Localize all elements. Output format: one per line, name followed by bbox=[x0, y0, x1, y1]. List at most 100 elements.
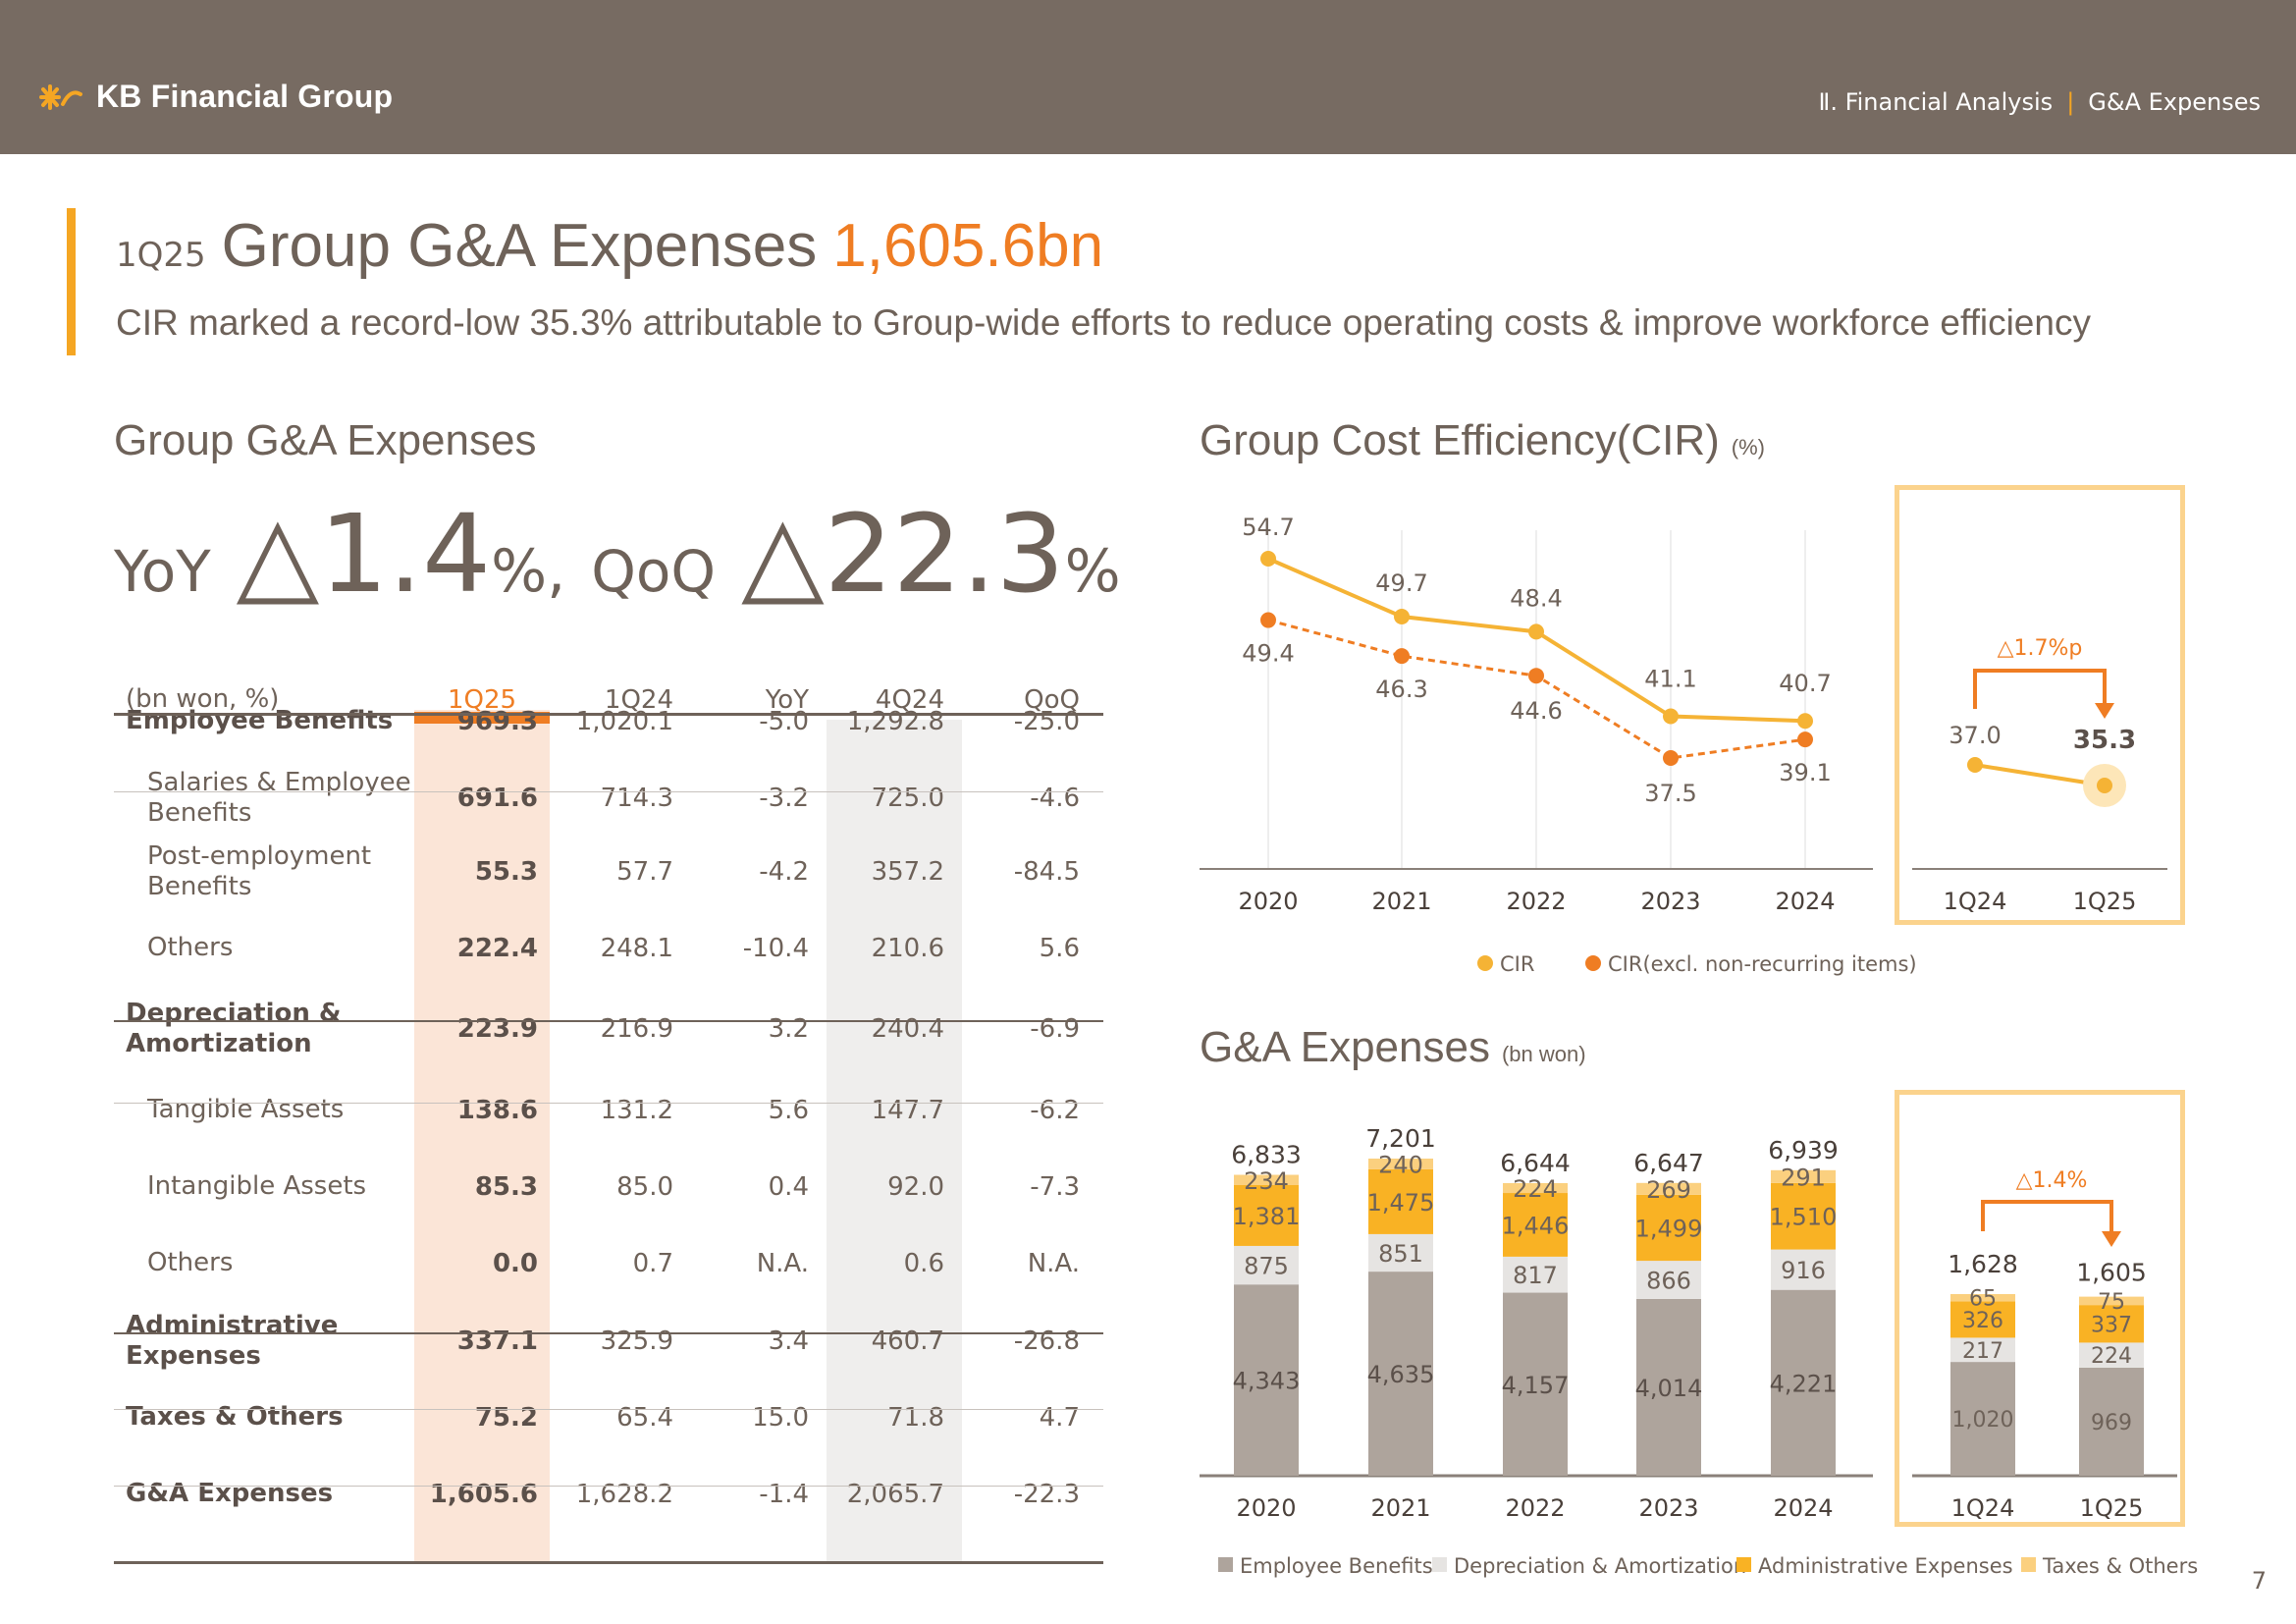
ga-legend-marker bbox=[2021, 1557, 2036, 1572]
row-label: Administrative Expenses bbox=[126, 1310, 339, 1371]
yoy-value: △1.4 bbox=[236, 491, 492, 617]
ga-bar-segment bbox=[1771, 1249, 1836, 1290]
row-cell: 55.3 bbox=[474, 857, 538, 887]
legend-cir-label: CIR bbox=[1500, 952, 1534, 976]
ga-bar-segment bbox=[1503, 1256, 1568, 1293]
cir-excl-label: 44.6 bbox=[1510, 697, 1562, 725]
ga-x-tick-label: 2024 bbox=[1773, 1494, 1833, 1522]
x-tick-label: 2021 bbox=[1371, 888, 1431, 915]
ga-chart-title: G&A Expenses bbox=[1200, 1023, 1490, 1071]
ga-bar-segment bbox=[1771, 1289, 1836, 1476]
table-divider bbox=[114, 1332, 1103, 1334]
legend-cir-excl-marker bbox=[1585, 955, 1601, 971]
ga-quarter-box bbox=[1895, 1090, 2185, 1527]
kb-star-logo-icon bbox=[39, 83, 82, 110]
row-label: Employee Benefits bbox=[126, 706, 394, 736]
ga-segment-label: 291 bbox=[1781, 1164, 1826, 1191]
ga-segment-label: 4,221 bbox=[1770, 1370, 1838, 1397]
ga-chart-unit: (bn won) bbox=[1501, 1042, 1586, 1066]
ga-bar-segment bbox=[1771, 1169, 1836, 1183]
cir-title: Group Cost Efficiency(CIR) bbox=[1200, 416, 1720, 464]
shaded-column bbox=[827, 720, 962, 1562]
ga-bar-segment bbox=[1503, 1292, 1568, 1476]
ga-x-tick-label: 2020 bbox=[1236, 1494, 1296, 1522]
row-cell: 325.9 bbox=[600, 1326, 673, 1356]
logo: KB Financial Group bbox=[37, 79, 393, 115]
cir-section-title: Group Cost Efficiency(CIR) (%) bbox=[1200, 416, 1765, 465]
ga-segment-label: 224 bbox=[1513, 1175, 1558, 1203]
row-cell: 0.4 bbox=[768, 1172, 809, 1202]
page-title: 1Q25 Group G&A Expenses 1,605.6bn bbox=[116, 211, 1103, 281]
ga-total-label: 6,939 bbox=[1768, 1136, 1839, 1164]
header-bar: KB Financial Group Ⅱ. Financial Analysis… bbox=[0, 0, 2296, 154]
ga-segment-label: 4,014 bbox=[1635, 1375, 1703, 1402]
header-yoy: YoY bbox=[765, 685, 809, 715]
row-cell: -4.2 bbox=[759, 857, 809, 887]
x-tick-label: 2024 bbox=[1775, 888, 1835, 915]
cir-excl-point bbox=[1528, 668, 1544, 684]
ga-bar-segment bbox=[1636, 1182, 1701, 1195]
ga-legend-marker bbox=[1432, 1557, 1447, 1572]
row-cell: -6.9 bbox=[1030, 1014, 1080, 1044]
ga-bar-segment bbox=[1368, 1168, 1433, 1234]
cir-label: 49.7 bbox=[1375, 569, 1427, 597]
row-label: Salaries & Employee Benefits bbox=[147, 767, 411, 828]
legend-cir-marker bbox=[1477, 955, 1493, 971]
row-cell: 3.2 bbox=[768, 1014, 809, 1044]
row-cell: N.A. bbox=[1027, 1249, 1080, 1278]
row-cell: 3.4 bbox=[768, 1326, 809, 1356]
growth-summary: YoY △1.4 %, QoQ △22.3 % bbox=[114, 491, 1121, 617]
table-row: Others 0.0 0.7 N.A. 0.6 N.A. bbox=[114, 1228, 1103, 1299]
row-cell: 131.2 bbox=[600, 1096, 673, 1125]
cir-label: 41.1 bbox=[1644, 666, 1696, 693]
cir-excl-label: 49.4 bbox=[1242, 640, 1294, 668]
table-row: Post-employment Benefits 55.3 57.7 -4.2 357.… bbox=[114, 837, 1103, 907]
breadcrumb-section: Ⅱ. Financial Analysis bbox=[1818, 88, 2054, 116]
ga-legend-label: Administrative Expenses bbox=[1758, 1554, 2013, 1578]
table-row: Employee Benefits 969.3 1,020.1 -5.0 1,292.8… bbox=[114, 690, 1103, 753]
ga-segment-label: 851 bbox=[1378, 1240, 1423, 1268]
ga-legend-label: Taxes & Others bbox=[2042, 1554, 2198, 1578]
row-cell: 147.7 bbox=[871, 1096, 944, 1125]
ga-bar-segment bbox=[1368, 1159, 1433, 1169]
row-cell: N.A. bbox=[756, 1249, 809, 1278]
ga-legend-label: Depreciation & Amortization bbox=[1454, 1554, 1746, 1578]
cir-point bbox=[1528, 623, 1544, 640]
ga-bar-segment bbox=[1636, 1298, 1701, 1476]
row-cell: 15.0 bbox=[752, 1403, 809, 1433]
table-row: Others 222.4 248.1 -10.4 210.6 5.6 bbox=[114, 913, 1103, 984]
row-label: Depreciation & Amortization bbox=[126, 998, 342, 1058]
row-cell: 357.2 bbox=[871, 857, 944, 887]
row-cell: 691.6 bbox=[456, 784, 538, 813]
ga-x-tick-label: 2022 bbox=[1505, 1494, 1565, 1522]
row-cell: 5.6 bbox=[1039, 934, 1080, 963]
ga-bar-segment bbox=[1636, 1194, 1701, 1262]
header-qoq: QoQ bbox=[1024, 685, 1080, 715]
header-4q24: 4Q24 bbox=[875, 685, 944, 715]
ga-bar-segment bbox=[1636, 1261, 1701, 1299]
title-accent-bar bbox=[67, 208, 76, 355]
table-divider bbox=[114, 1020, 1103, 1022]
x-tick-label: 2023 bbox=[1640, 888, 1700, 915]
ga-x-tick-label: 2021 bbox=[1370, 1494, 1430, 1522]
table-row: Taxes & Others 75.2 65.4 15.0 71.8 4.7 bbox=[114, 1382, 1103, 1453]
cir-label: 48.4 bbox=[1510, 584, 1562, 612]
ga-segment-label: 4,635 bbox=[1367, 1361, 1435, 1388]
row-cell: 969.3 bbox=[456, 707, 538, 736]
row-cell: -6.2 bbox=[1030, 1096, 1080, 1125]
row-label: Post-employment Benefits bbox=[147, 840, 372, 901]
ga-segment-label: 875 bbox=[1244, 1253, 1289, 1280]
ga-segment-label: 1,381 bbox=[1233, 1203, 1301, 1230]
ga-segment-label: 240 bbox=[1378, 1151, 1423, 1178]
ga-bar-segment bbox=[1503, 1182, 1568, 1194]
row-label: Taxes & Others bbox=[126, 1402, 344, 1433]
row-cell: 138.6 bbox=[456, 1096, 538, 1125]
row-cell: 85.0 bbox=[616, 1172, 673, 1202]
row-cell: -7.3 bbox=[1030, 1172, 1080, 1202]
cir-excl-label: 46.3 bbox=[1375, 676, 1427, 703]
row-cell: 460.7 bbox=[871, 1326, 944, 1356]
cir-excl-point bbox=[1663, 750, 1679, 766]
table-divider bbox=[114, 713, 1103, 716]
table-row: Tangible Assets 138.6 131.2 5.6 147.7 -6.2 bbox=[114, 1075, 1103, 1146]
ga-segment-label: 1,446 bbox=[1502, 1212, 1570, 1239]
